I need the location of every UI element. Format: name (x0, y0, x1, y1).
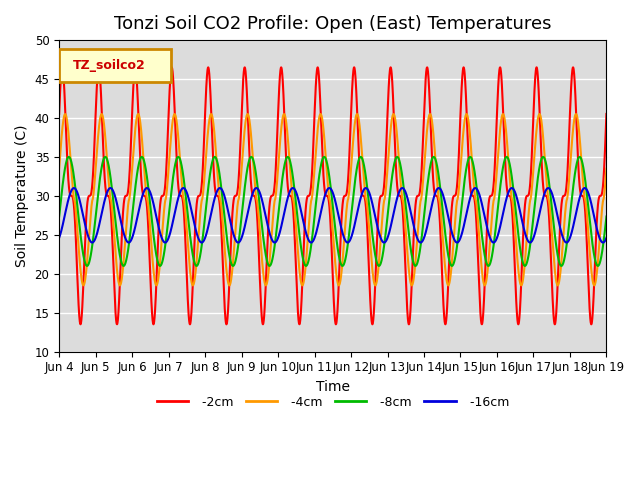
FancyBboxPatch shape (59, 49, 172, 82)
Title: Tonzi Soil CO2 Profile: Open (East) Temperatures: Tonzi Soil CO2 Profile: Open (East) Temp… (114, 15, 552, 33)
Text: TZ_soilco2: TZ_soilco2 (73, 59, 145, 72)
X-axis label: Time: Time (316, 380, 350, 394)
Legend:  -2cm,  -4cm,  -8cm,  -16cm: -2cm, -4cm, -8cm, -16cm (152, 391, 514, 414)
Y-axis label: Soil Temperature (C): Soil Temperature (C) (15, 125, 29, 267)
